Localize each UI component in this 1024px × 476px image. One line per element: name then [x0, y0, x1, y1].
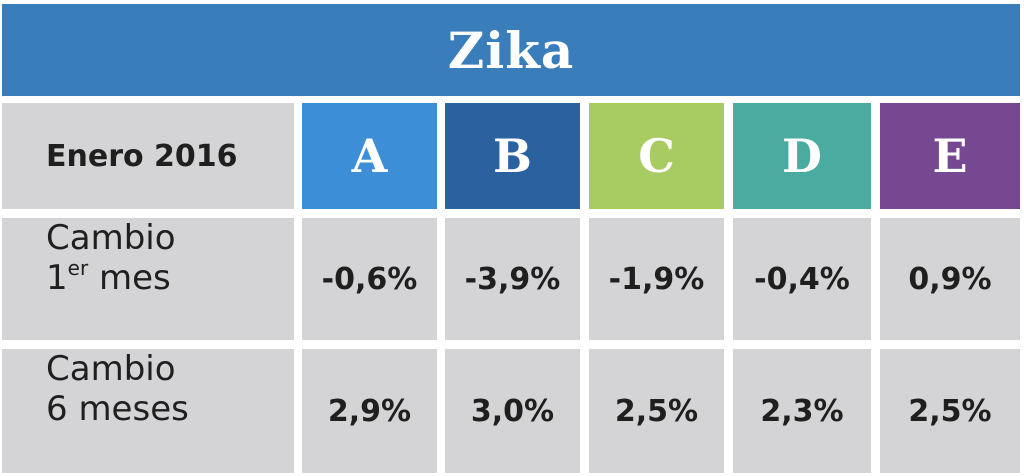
group-e-label: E	[932, 129, 968, 183]
table-cell: -0,6%	[302, 218, 437, 340]
group-d-label: D	[782, 129, 822, 183]
period-label-text: Enero 2016	[46, 138, 238, 174]
group-b-label: B	[493, 129, 532, 183]
table-cell: -1,9%	[589, 218, 724, 340]
row-label-6-months: Cambio 6 meses	[2, 349, 294, 473]
group-a-label: A	[351, 129, 388, 183]
row-label-line2: 1er mes	[46, 256, 171, 298]
row-label-1st-month: Cambio 1er mes	[2, 218, 294, 340]
table-cell: -0,4%	[733, 218, 871, 340]
row-label-line1: Cambio	[46, 349, 176, 389]
title-bar: Zika	[2, 4, 1020, 96]
group-header-c: C	[589, 103, 724, 209]
table-cell: 0,9%	[880, 218, 1020, 340]
table-cell: 2,5%	[880, 349, 1020, 473]
group-header-d: D	[733, 103, 871, 209]
table-title: Zika	[447, 20, 575, 80]
row-label-line2: 6 meses	[46, 389, 189, 429]
group-c-label: C	[638, 129, 675, 183]
row-label-line1: Cambio	[46, 218, 176, 258]
group-header-b: B	[445, 103, 580, 209]
table-cell: 2,3%	[733, 349, 871, 473]
group-header-e: E	[880, 103, 1020, 209]
table-cell: 3,0%	[445, 349, 580, 473]
table-cell: 2,9%	[302, 349, 437, 473]
group-header-a: A	[302, 103, 437, 209]
table-cell: 2,5%	[589, 349, 724, 473]
table-cell: -3,9%	[445, 218, 580, 340]
period-label: Enero 2016	[2, 103, 294, 209]
